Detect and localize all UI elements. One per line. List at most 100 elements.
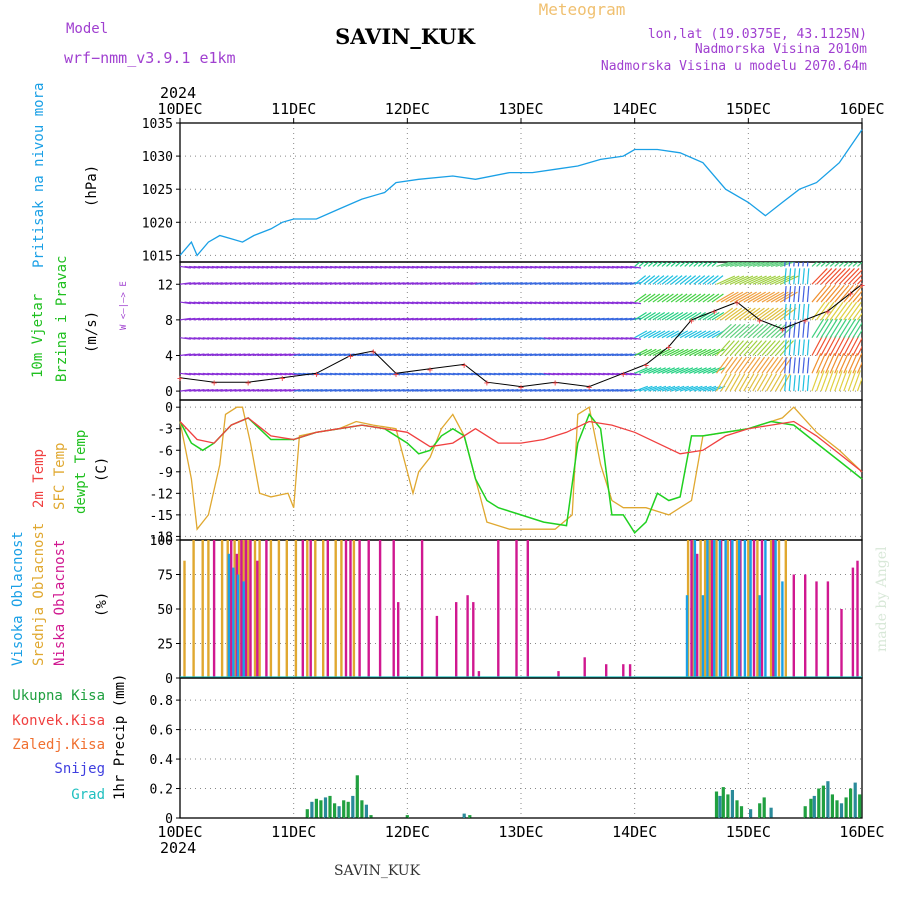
wind-barb <box>575 317 587 321</box>
wind-barb <box>220 353 232 357</box>
wind-barb <box>620 353 632 357</box>
wind-barb <box>384 301 396 305</box>
wind-barb <box>284 317 296 321</box>
cloud-unit: (%) <box>94 592 110 617</box>
wind-barb <box>829 352 840 374</box>
wind-barb <box>489 353 501 357</box>
wind-barb <box>652 330 666 339</box>
wind-barb <box>434 265 446 269</box>
wind-barb <box>334 317 346 321</box>
wind-barb <box>180 265 191 269</box>
wind-barb <box>348 301 360 305</box>
precip-bar <box>758 803 762 818</box>
wind-barb <box>457 389 469 392</box>
precip-bar <box>835 800 839 818</box>
wind-barb <box>838 301 853 321</box>
wind-barb <box>398 337 410 340</box>
wind-barb <box>248 282 260 285</box>
wind-barb <box>511 282 523 285</box>
wind-barb <box>302 265 314 269</box>
wind-barb <box>766 262 783 268</box>
wind-barb <box>448 353 460 357</box>
wind-barb <box>747 307 765 321</box>
wind-barb <box>766 340 781 356</box>
wind-barb <box>225 389 237 392</box>
wind-barb <box>302 337 314 340</box>
wind-barb <box>684 262 691 267</box>
wind-barb <box>257 372 269 376</box>
wind-barb <box>220 265 232 269</box>
wind-barb <box>752 323 769 339</box>
wind-barb <box>666 367 680 374</box>
wind-barb <box>329 353 341 357</box>
wind-barb <box>466 389 478 392</box>
low-cloud-bar <box>815 581 818 678</box>
wind-barb <box>357 265 369 269</box>
wind-barb <box>229 337 241 340</box>
wind-barb <box>334 301 346 305</box>
temp2m-line <box>179 417 863 473</box>
wind-barb <box>389 317 401 321</box>
wind-barb <box>784 339 787 356</box>
wind-barb <box>257 265 269 269</box>
wind-barb <box>443 317 455 321</box>
wind-barb <box>375 265 387 269</box>
wind-barb <box>634 385 649 392</box>
wind-barb <box>407 353 419 357</box>
wind-barb <box>688 348 703 357</box>
wind-barb <box>466 301 478 305</box>
wind-barb <box>684 330 698 339</box>
wind-barb <box>539 389 551 392</box>
mid-cloud-bar <box>258 540 261 678</box>
wind-barb <box>834 370 843 392</box>
wind-barb <box>825 318 838 338</box>
wind-barb <box>816 301 830 321</box>
high-cloud-bar <box>242 581 245 678</box>
wind-barb <box>484 265 496 269</box>
wind-barb <box>584 282 596 285</box>
wind-barb <box>647 262 655 267</box>
wind-barb <box>293 372 305 376</box>
wind-barb <box>425 389 437 392</box>
wind-barb <box>638 367 653 374</box>
low-cloud-bar <box>772 540 775 678</box>
wind-barb <box>343 317 355 321</box>
wind-barb <box>420 317 432 321</box>
wind-barb <box>770 323 787 339</box>
wind-barb <box>329 301 341 305</box>
x-tick-bottom-6: 16DEC <box>839 823 884 841</box>
wind-barb <box>457 265 469 269</box>
wind-barb <box>448 265 460 269</box>
wind-barb <box>493 353 505 357</box>
wind-barb <box>366 265 378 269</box>
wind-barb <box>652 262 659 267</box>
wind-barb <box>325 353 337 357</box>
wind-barb <box>825 262 832 267</box>
wind-barb <box>657 293 670 303</box>
wind-barb <box>320 353 332 357</box>
wind-barb <box>738 275 758 285</box>
x-tick-bottom-2: 12DEC <box>385 823 430 841</box>
wind-barb <box>593 353 605 357</box>
wind-barb <box>811 352 822 374</box>
precip-bar <box>333 803 337 818</box>
wind-barb <box>470 317 482 321</box>
wind-barb <box>566 317 578 321</box>
wind-barb <box>661 275 674 285</box>
wind-barb <box>402 317 414 321</box>
wind-barb <box>429 282 442 285</box>
wind-barb <box>275 265 287 269</box>
wind-barb <box>647 311 661 321</box>
wind-barb <box>425 353 437 357</box>
wind-barb <box>829 370 839 392</box>
wind-barb <box>243 265 255 269</box>
wind-barb <box>593 265 605 269</box>
wind-barb <box>802 357 805 374</box>
wind-barb <box>357 317 369 321</box>
wind-barb <box>820 267 837 285</box>
wind-barb <box>748 275 767 285</box>
wind-barb <box>325 389 337 392</box>
wind-barb <box>548 301 560 305</box>
wind-barb <box>479 353 492 357</box>
wind-barb <box>511 337 523 340</box>
